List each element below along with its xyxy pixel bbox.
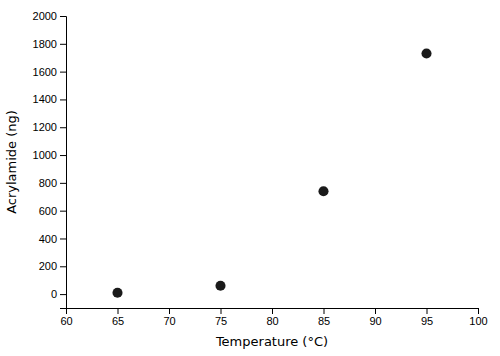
y-tick: 2000 xyxy=(33,10,66,22)
y-tick-label: 1800 xyxy=(33,38,57,50)
y-tick-label: 600 xyxy=(39,205,57,217)
x-tick-label: 70 xyxy=(163,315,175,327)
point xyxy=(215,281,225,291)
y-tick-label: 1400 xyxy=(33,93,57,105)
x-tick-label: 65 xyxy=(112,315,124,327)
y-tick: 1000 xyxy=(33,149,66,161)
x-tick: 85 xyxy=(318,308,330,327)
x-tick-label: 90 xyxy=(369,315,381,327)
x-tick-mark xyxy=(375,308,376,314)
x-tick-mark xyxy=(272,308,273,314)
x-tick-mark xyxy=(221,308,222,314)
y-tick-mark xyxy=(60,294,66,295)
x-tick-label: 80 xyxy=(266,315,278,327)
x-tick: 90 xyxy=(369,308,381,327)
y-tick-label: 0 xyxy=(51,288,57,300)
y-tick-mark xyxy=(60,44,66,45)
y-tick-mark xyxy=(60,127,66,128)
y-tick: 800 xyxy=(39,177,66,189)
point xyxy=(421,48,431,58)
y-tick-label: 400 xyxy=(39,232,57,244)
y-tick-label: 1600 xyxy=(33,66,57,78)
x-tick: 60 xyxy=(60,308,72,327)
x-tick: 100 xyxy=(469,308,487,327)
point xyxy=(318,186,328,196)
plot: 6065707580859095100020040060080010001200… xyxy=(33,10,488,327)
y-tick-mark xyxy=(60,211,66,212)
y-axis: 0 200 400 600 800 1000 1200 1400 1600 1800 2000 xyxy=(33,10,67,308)
x-tick-label: 100 xyxy=(469,315,487,327)
y-tick-mark xyxy=(60,155,66,156)
y-tick: 1400 xyxy=(33,93,66,105)
y-tick-label: 200 xyxy=(39,260,57,272)
y-tick-mark xyxy=(60,16,66,17)
y-tick-label: 800 xyxy=(39,177,57,189)
x-tick: 95 xyxy=(421,308,433,327)
x-tick: 80 xyxy=(266,308,278,327)
x-tick-mark xyxy=(478,308,479,314)
x-tick-mark xyxy=(118,308,119,314)
y-tick: 1600 xyxy=(33,66,66,78)
x-axis-line xyxy=(67,309,479,315)
x-tick-label: 85 xyxy=(318,315,330,327)
y-tick-mark xyxy=(60,238,66,239)
y-tick-mark xyxy=(60,183,66,184)
x-tick-label: 95 xyxy=(421,315,433,327)
x-tick-mark xyxy=(324,308,325,314)
y-tick-mark xyxy=(60,72,66,73)
y-tick: 1800 xyxy=(33,38,66,50)
y-tick-mark xyxy=(60,266,66,267)
x-tick: 70 xyxy=(163,308,175,327)
x-tick-label: 60 xyxy=(60,315,72,327)
y-tick: 400 xyxy=(39,232,66,244)
y-tick-label: 1200 xyxy=(33,121,57,133)
points xyxy=(112,48,431,297)
y-tick: 0 xyxy=(51,288,66,300)
y-tick-label: 1000 xyxy=(33,149,57,161)
y-tick: 1200 xyxy=(33,121,66,133)
chart: 6065707580859095100020040060080010001200… xyxy=(0,0,500,356)
point xyxy=(112,288,122,298)
x-tick-label: 75 xyxy=(215,315,227,327)
y-tick: 200 xyxy=(39,260,66,272)
x-axis-title: Temperature (°C) xyxy=(215,334,328,349)
x-axis: 60 65 70 75 80 85 90 95 100 xyxy=(60,308,487,327)
y-tick: 600 xyxy=(39,205,66,217)
y-tick-label: 2000 xyxy=(33,10,57,22)
x-tick: 75 xyxy=(215,308,227,327)
y-axis-title: Acrylamide (ng) xyxy=(4,110,19,214)
x-tick-mark xyxy=(169,308,170,314)
x-tick: 65 xyxy=(112,308,124,327)
x-tick-mark xyxy=(427,308,428,314)
y-tick-mark xyxy=(60,99,66,100)
y-axis-line xyxy=(60,17,67,309)
